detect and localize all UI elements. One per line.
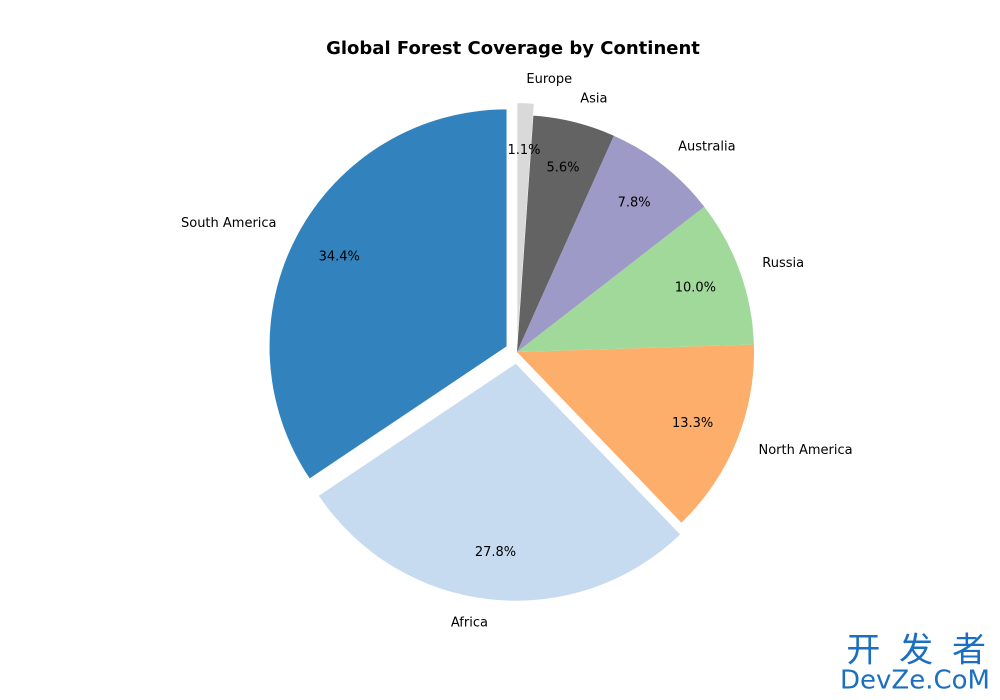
percent-label: 27.8% <box>475 545 516 560</box>
percent-label: 7.8% <box>618 195 651 210</box>
pie-slice <box>517 103 534 341</box>
watermark-top: 开 发 者 <box>846 631 990 671</box>
pie-slice <box>517 344 754 523</box>
slice-label: South America <box>181 216 277 231</box>
pie-slice <box>318 363 681 601</box>
percent-label: 1.1% <box>507 143 540 158</box>
pie-slice <box>517 135 705 352</box>
pie-slice <box>517 115 614 353</box>
slice-label: Australia <box>678 140 736 155</box>
slice-label: Russia <box>762 256 804 271</box>
slice-label: Africa <box>451 615 488 630</box>
percent-label: 13.3% <box>672 416 713 431</box>
slice-label: North America <box>758 443 852 458</box>
slice-label: Asia <box>580 92 607 107</box>
percent-label: 5.6% <box>546 161 579 176</box>
percent-label: 34.4% <box>319 250 360 265</box>
chart-title: Global Forest Coverage by Continent <box>326 38 700 59</box>
slice-label: Europe <box>526 72 572 87</box>
pie-slice <box>517 206 754 352</box>
percent-label: 10.0% <box>675 280 716 295</box>
pie-slice <box>269 109 507 479</box>
watermark-bottom: DevZe.CoM <box>840 666 990 696</box>
